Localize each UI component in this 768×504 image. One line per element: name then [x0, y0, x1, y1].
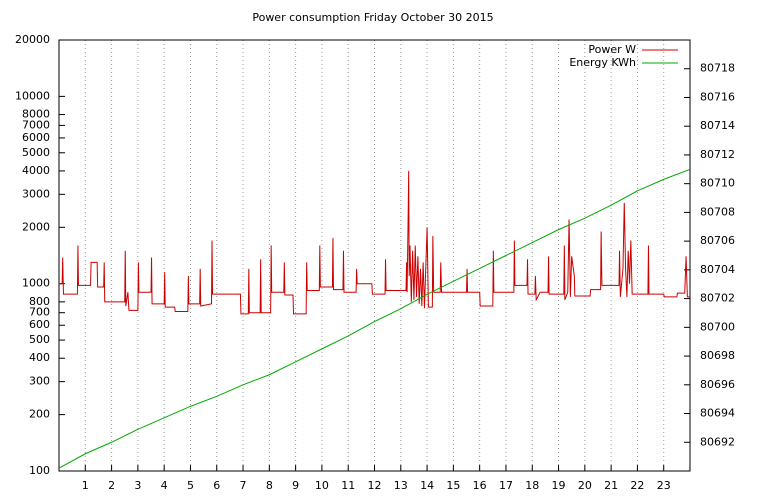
- y2-tick-label: 80714: [700, 119, 735, 132]
- x-tick-label: 16: [473, 479, 487, 492]
- y-tick-label: 500: [29, 333, 50, 346]
- y-tick-label: 700: [29, 306, 50, 319]
- x-tick-label: 23: [657, 479, 671, 492]
- x-tick-label: 2: [108, 479, 115, 492]
- y-tick-label: 600: [29, 318, 50, 331]
- y2-tick-label: 80700: [700, 320, 735, 333]
- y-tick-label: 6000: [22, 131, 50, 144]
- y2-tick-label: 80696: [700, 378, 735, 391]
- chart-title: Power consumption Friday October 30 2015: [252, 11, 493, 24]
- x-tick-label: 7: [240, 479, 247, 492]
- x-tick-label: 12: [368, 479, 382, 492]
- y-tick-label: 8000: [22, 108, 50, 121]
- y-tick-label: 2000: [22, 220, 50, 233]
- y-tick-label: 3000: [22, 187, 50, 200]
- x-tick-label: 3: [134, 479, 141, 492]
- y2-tick-label: 80706: [700, 234, 735, 247]
- y-tick-label: 1000: [22, 277, 50, 290]
- y-tick-label: 400: [29, 351, 50, 364]
- y-tick-label: 7000: [22, 118, 50, 131]
- y-tick-label: 100: [29, 464, 50, 477]
- y2-tick-label: 80712: [700, 148, 735, 161]
- x-tick-label: 9: [292, 479, 299, 492]
- legend-label: Power W: [588, 43, 636, 56]
- y-tick-label: 200: [29, 408, 50, 421]
- x-tick-label: 10: [315, 479, 329, 492]
- x-tick-label: 19: [552, 479, 566, 492]
- series-line: [59, 170, 690, 315]
- y-tick-label: 20000: [15, 33, 50, 46]
- y2-tick-label: 80718: [700, 62, 735, 75]
- x-tick-label: 4: [161, 479, 168, 492]
- x-tick-label: 20: [578, 479, 592, 492]
- y2-tick-label: 80708: [700, 205, 735, 218]
- x-tick-label: 18: [525, 479, 539, 492]
- x-tick-label: 6: [213, 479, 220, 492]
- y-tick-label: 5000: [22, 146, 50, 159]
- x-tick-label: 14: [420, 479, 434, 492]
- y2-tick-label: 80698: [700, 349, 735, 362]
- series-line: [58, 168, 691, 469]
- x-tick-label: 22: [630, 479, 644, 492]
- x-tick-label: 11: [341, 479, 355, 492]
- x-tick-label: 17: [499, 479, 513, 492]
- y-tick-label: 300: [29, 375, 50, 388]
- y2-tick-label: 80694: [700, 407, 735, 420]
- x-tick-label: 8: [266, 479, 273, 492]
- legend-label: Energy KWh: [569, 56, 636, 69]
- plot-frame: [58, 39, 691, 472]
- y-tick-label: 10000: [15, 89, 50, 102]
- y2-tick-label: 80692: [700, 435, 735, 448]
- x-tick-label: 1: [82, 479, 89, 492]
- x-tick-label: 5: [187, 479, 194, 492]
- x-tick-label: 13: [394, 479, 408, 492]
- y-tick-label: 4000: [22, 164, 50, 177]
- y2-tick-label: 80702: [700, 292, 735, 305]
- x-tick-label: 15: [446, 479, 460, 492]
- y2-tick-label: 80716: [700, 90, 735, 103]
- x-tick-label: 21: [604, 479, 618, 492]
- y-tick-label: 800: [29, 295, 50, 308]
- y2-tick-label: 80704: [700, 263, 735, 276]
- y2-tick-label: 80710: [700, 177, 735, 190]
